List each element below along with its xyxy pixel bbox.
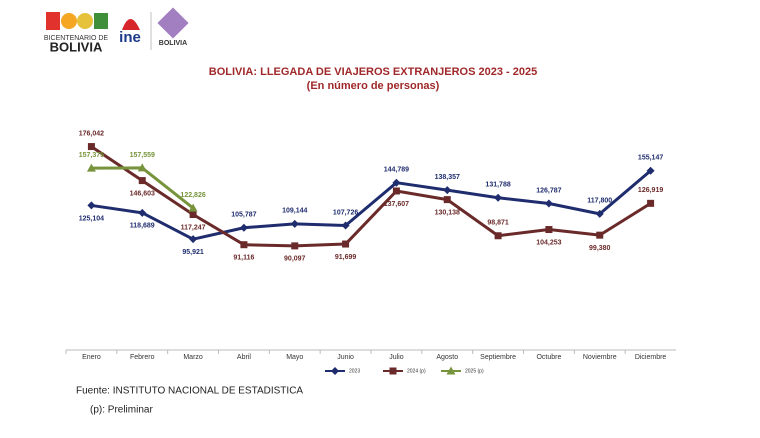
data-point bbox=[189, 211, 197, 219]
logo-text: BICENTENARIO DE bbox=[44, 35, 109, 42]
x-tick-label: Julio bbox=[389, 354, 404, 361]
data-label: 91,116 bbox=[233, 255, 254, 262]
data-point bbox=[544, 199, 553, 208]
logo-block bbox=[77, 13, 93, 29]
legend-label: 2023 bbox=[349, 368, 360, 374]
data-point bbox=[291, 242, 299, 250]
source: Fuente: INSTITUTO NACIONAL DE ESTADISTIC… bbox=[76, 386, 303, 397]
data-point bbox=[596, 231, 604, 239]
x-tick-label: Enero bbox=[82, 354, 101, 361]
data-label: 176,042 bbox=[79, 130, 104, 137]
x-tick-label: Mayo bbox=[286, 354, 303, 361]
data-point bbox=[138, 177, 146, 185]
data-label: 107,726 bbox=[333, 209, 358, 216]
x-tick-label: Octubre bbox=[536, 354, 561, 361]
data-label: 122,826 bbox=[180, 192, 205, 199]
data-label: 144,789 bbox=[384, 167, 409, 174]
data-label: 95,921 bbox=[182, 249, 204, 256]
data-point bbox=[342, 240, 350, 248]
data-point bbox=[188, 203, 198, 212]
note: (p): Preliminar bbox=[90, 405, 153, 416]
logo-block bbox=[46, 12, 60, 30]
data-label: 146,603 bbox=[130, 190, 155, 197]
x-tick-label: Febrero bbox=[130, 354, 155, 361]
data-point bbox=[240, 241, 248, 249]
data-point bbox=[392, 178, 401, 187]
x-tick-label: Diciembre bbox=[635, 354, 667, 361]
data-label: 99,380 bbox=[589, 245, 611, 252]
data-point bbox=[137, 163, 147, 172]
data-label: 157,375 bbox=[79, 152, 104, 159]
data-point bbox=[341, 221, 350, 230]
logo-text: BOLIVIA bbox=[159, 40, 187, 47]
data-label: 105,787 bbox=[231, 212, 256, 219]
logo-shape bbox=[157, 7, 189, 39]
data-point bbox=[646, 166, 655, 175]
legend-marker bbox=[446, 366, 456, 375]
data-point bbox=[138, 208, 147, 217]
data-label: 104,253 bbox=[536, 239, 561, 246]
x-tick-label: Noviembre bbox=[583, 354, 617, 361]
logo-block bbox=[61, 13, 77, 29]
data-point bbox=[595, 209, 604, 218]
x-tick-label: Agosto bbox=[436, 354, 458, 361]
data-label: 138,357 bbox=[435, 174, 460, 181]
logos: BICENTENARIO DE BOLIVIA ine BOLIVIA bbox=[44, 7, 189, 54]
data-label: 137,607 bbox=[384, 201, 409, 208]
logo-block bbox=[94, 13, 108, 29]
chart-subtitle: (En número de personas) bbox=[307, 80, 440, 92]
data-point bbox=[647, 199, 655, 207]
data-point bbox=[392, 187, 400, 195]
data-label: 117,247 bbox=[181, 224, 206, 231]
data-point bbox=[494, 193, 503, 202]
legend-label: 2025 (p) bbox=[465, 368, 484, 374]
data-label: 130,138 bbox=[435, 209, 460, 216]
data-label: 155,147 bbox=[638, 155, 663, 162]
data-point bbox=[290, 219, 299, 228]
data-label: 157,559 bbox=[130, 152, 155, 159]
data-point bbox=[443, 186, 452, 195]
x-tick-label: Septiembre bbox=[480, 354, 516, 361]
data-label: 90,097 bbox=[284, 256, 306, 263]
series-line bbox=[91, 169, 652, 241]
logo-text: BOLIVIA bbox=[50, 39, 103, 54]
data-label: 126,919 bbox=[638, 187, 663, 194]
data-point bbox=[86, 163, 96, 172]
data-point bbox=[189, 235, 198, 244]
data-label: 131,788 bbox=[485, 182, 510, 189]
data-point bbox=[87, 143, 95, 151]
data-label: 118,689 bbox=[130, 223, 155, 230]
data-point bbox=[443, 196, 451, 204]
x-tick-label: Abril bbox=[237, 354, 251, 361]
data-label: 98,871 bbox=[487, 220, 509, 227]
logo-text: ine bbox=[119, 29, 141, 46]
x-tick-label: Marzo bbox=[183, 354, 203, 361]
data-point bbox=[87, 201, 96, 210]
legend-label: 2024 (p) bbox=[407, 368, 426, 374]
data-point bbox=[494, 232, 502, 240]
chart-title: BOLIVIA: LLEGADA DE VIAJEROS EXTRANJEROS… bbox=[209, 66, 537, 78]
data-label: 126,787 bbox=[536, 187, 561, 194]
data-label: 125,104 bbox=[79, 215, 104, 222]
logo-shape bbox=[122, 19, 140, 30]
data-label: 117,800 bbox=[587, 198, 612, 205]
series-line bbox=[90, 145, 652, 248]
data-label: 91,699 bbox=[335, 254, 357, 261]
data-point bbox=[545, 226, 553, 234]
data-point bbox=[239, 223, 248, 232]
x-tick-label: Junio bbox=[337, 354, 354, 361]
legend-marker bbox=[389, 367, 397, 375]
series-line bbox=[91, 166, 195, 210]
data-label: 109,144 bbox=[282, 208, 307, 215]
legend-marker bbox=[331, 367, 339, 375]
